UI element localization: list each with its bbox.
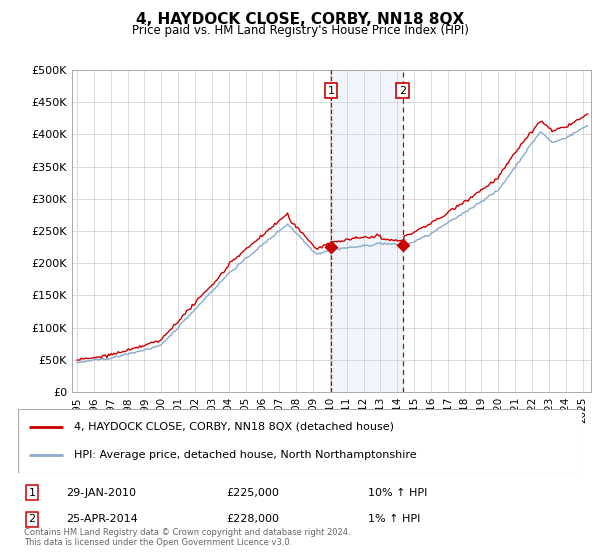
Text: 4, HAYDOCK CLOSE, CORBY, NN18 8QX: 4, HAYDOCK CLOSE, CORBY, NN18 8QX <box>136 12 464 27</box>
Text: 2: 2 <box>399 86 406 96</box>
Text: Price paid vs. HM Land Registry's House Price Index (HPI): Price paid vs. HM Land Registry's House … <box>131 24 469 36</box>
Text: 4, HAYDOCK CLOSE, CORBY, NN18 8QX (detached house): 4, HAYDOCK CLOSE, CORBY, NN18 8QX (detac… <box>74 422 394 432</box>
Point <box>326 242 336 251</box>
Bar <box>331 70 403 392</box>
Text: 1: 1 <box>29 488 35 498</box>
Text: 1: 1 <box>328 86 335 96</box>
Point <box>398 241 407 250</box>
Text: 2: 2 <box>29 515 35 524</box>
Text: 25-APR-2014: 25-APR-2014 <box>66 515 137 524</box>
Text: £225,000: £225,000 <box>227 488 280 498</box>
Text: 10% ↑ HPI: 10% ↑ HPI <box>368 488 427 498</box>
Text: Contains HM Land Registry data © Crown copyright and database right 2024.
This d: Contains HM Land Registry data © Crown c… <box>23 528 350 548</box>
Text: 29-JAN-2010: 29-JAN-2010 <box>66 488 136 498</box>
Text: 1% ↑ HPI: 1% ↑ HPI <box>368 515 420 524</box>
Text: £228,000: £228,000 <box>227 515 280 524</box>
Text: HPI: Average price, detached house, North Northamptonshire: HPI: Average price, detached house, Nort… <box>74 450 417 460</box>
